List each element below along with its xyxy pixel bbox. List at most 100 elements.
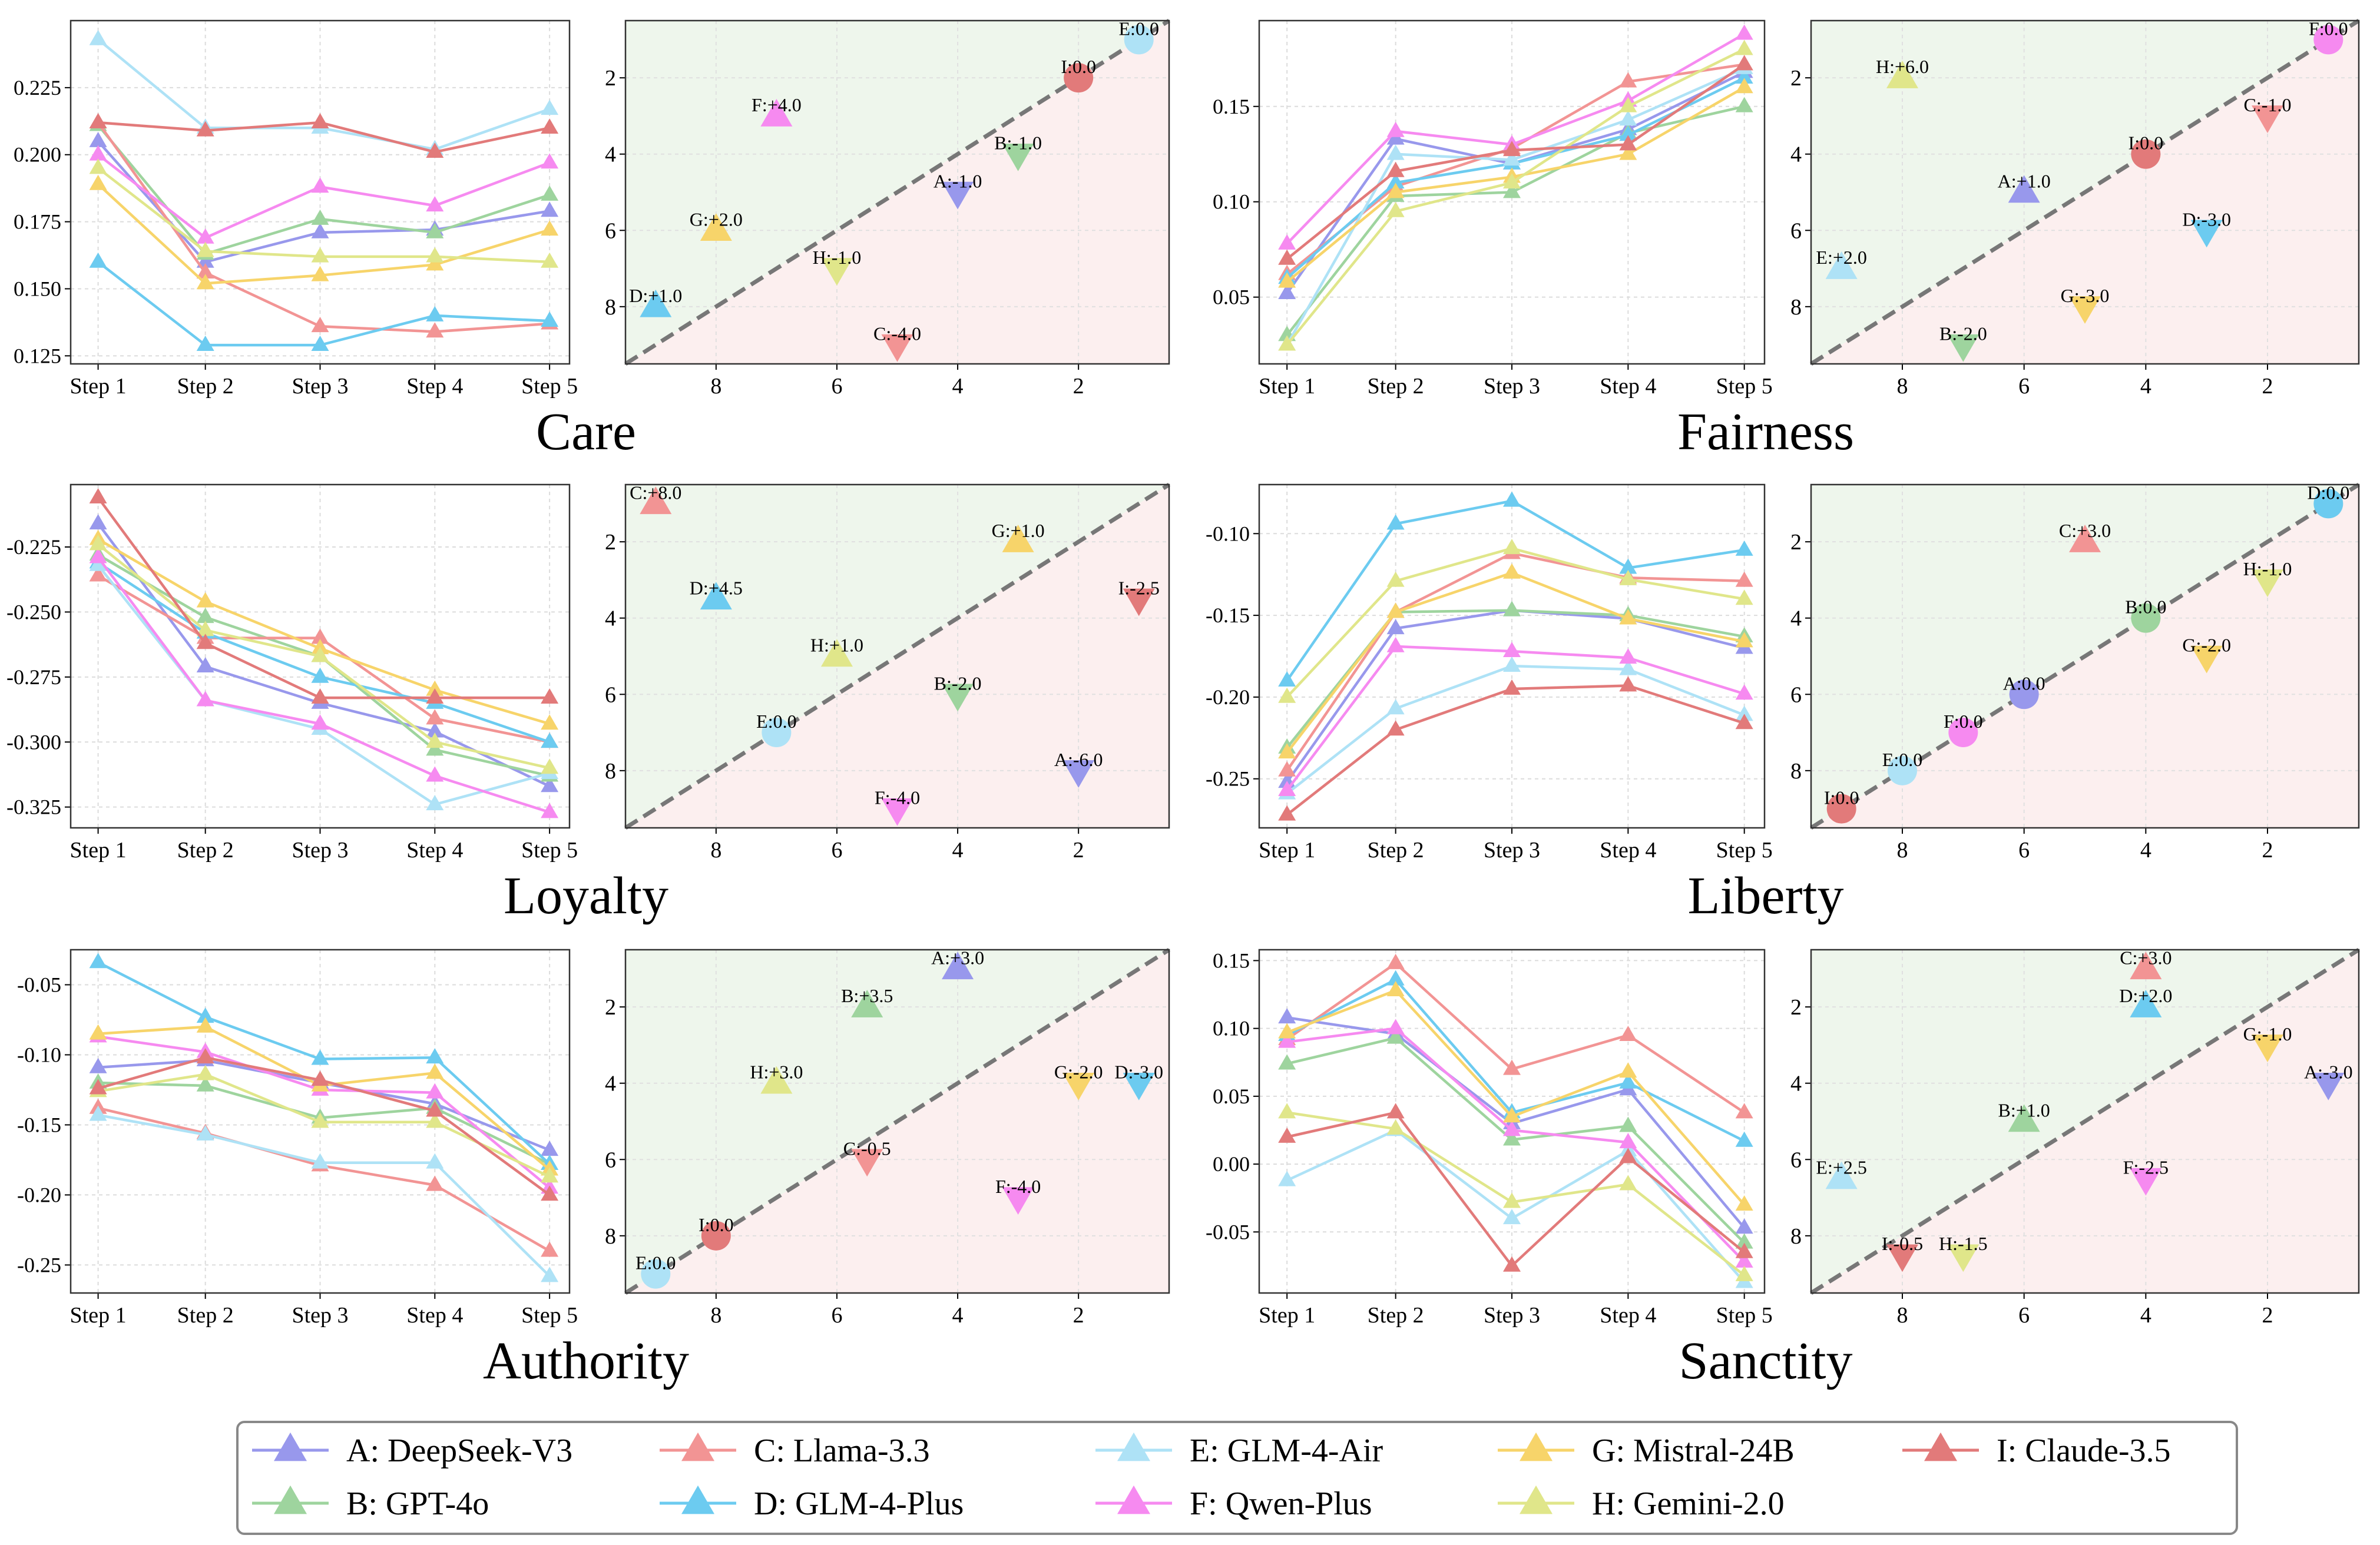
series-point-A xyxy=(89,1057,107,1073)
rank-point-label: H:-1.0 xyxy=(2243,558,2292,579)
x-tick-label: Step 4 xyxy=(1600,1303,1656,1328)
rank-point-H xyxy=(820,639,853,667)
panel-title: Fairness xyxy=(1677,403,1854,461)
legend-entry-I: I: Claude-3.5 xyxy=(1902,1432,2170,1469)
series-point-I xyxy=(426,1101,444,1117)
x-tick-label: 2 xyxy=(2262,374,2273,399)
y-tick-label: 0.10 xyxy=(1213,190,1250,214)
series-point-F xyxy=(1503,1120,1521,1136)
series-point-G xyxy=(1278,272,1296,288)
series-point-A xyxy=(426,722,444,738)
legend-frame xyxy=(236,1421,2238,1535)
rank-point-label: D:0.0 xyxy=(2307,482,2349,503)
rank-point-E xyxy=(641,1259,671,1289)
series-point-H xyxy=(1386,571,1405,587)
series-point-C xyxy=(196,263,214,279)
series-point-F xyxy=(1735,1252,1753,1268)
series-point-F xyxy=(1619,648,1637,664)
series-point-B xyxy=(1503,1130,1521,1146)
legend-marker xyxy=(1520,1485,1553,1514)
rank-point-C xyxy=(2069,525,2101,552)
panel-title: Care xyxy=(536,403,636,461)
series-point-I xyxy=(311,688,329,704)
series-point-G xyxy=(426,255,444,271)
rank-point-label: B:0.0 xyxy=(2125,596,2166,618)
rank-point-D xyxy=(2130,990,2162,1017)
series-point-D xyxy=(541,732,559,748)
series-point-G xyxy=(1278,1023,1296,1039)
legend-entry-G: G: Mistral-24B xyxy=(1498,1432,1795,1469)
rank-point-I xyxy=(1826,794,1856,824)
legend-marker xyxy=(1117,1485,1150,1514)
series-point-D xyxy=(89,953,107,969)
x-tick-label: Step 2 xyxy=(177,838,234,863)
y-tick-label: 0.150 xyxy=(14,277,61,300)
rank-point-label: A:-3.0 xyxy=(2304,1062,2353,1083)
y-tick-label: 4 xyxy=(605,142,616,167)
series-point-C xyxy=(1619,72,1637,88)
series-point-I xyxy=(1619,135,1637,151)
series-point-A xyxy=(541,777,559,793)
series-point-C xyxy=(1735,571,1753,587)
series-point-H xyxy=(541,758,559,774)
y-tick-label: 6 xyxy=(1790,218,1802,243)
rank-chart: 8 6 4 2 2 4 6 8 A:-3.0 B:+1.0 C:+3.0 D:+2.0 E:+2.5 F:… xyxy=(1790,947,2360,1328)
series-point-C xyxy=(311,628,329,644)
y-tick-label: 8 xyxy=(1790,1224,1802,1249)
series-point-I xyxy=(1503,141,1521,157)
series-point-I xyxy=(1278,805,1296,821)
series-point-F xyxy=(426,766,444,782)
rank-point-label: E:+2.5 xyxy=(1816,1157,1866,1178)
legend-marker xyxy=(1924,1432,1957,1461)
rank-point-I xyxy=(2131,139,2161,169)
series-point-H xyxy=(541,252,559,268)
y-tick-label: 0.225 xyxy=(14,76,61,100)
x-tick-label: Step 1 xyxy=(1259,838,1315,863)
rank-point-label: F:-4.0 xyxy=(995,1176,1041,1197)
series-point-A xyxy=(1278,284,1296,300)
line-chart: -0.325 -0.300 -0.275 -0.250 -0.225 Step 1 Step… xyxy=(6,483,578,863)
series-point-G xyxy=(1278,743,1296,759)
plot-frame xyxy=(624,949,1170,1294)
series-point-D xyxy=(1619,1073,1637,1089)
plot-frame xyxy=(69,949,571,1294)
series-point-F xyxy=(426,1083,444,1099)
line-chart: 0.05 0.10 0.15 Step 1 Step 2 Step 3 Step 4 Step… xyxy=(1213,19,1773,399)
series-point-C xyxy=(1619,1026,1637,1042)
series-point-C xyxy=(426,1175,444,1191)
series-point-B xyxy=(1503,601,1521,616)
x-tick-label: 6 xyxy=(831,374,842,399)
x-tick-label: 8 xyxy=(710,838,721,863)
y-tick-label: 4 xyxy=(1790,606,1802,631)
series-point-H xyxy=(1619,97,1637,112)
x-tick-label: Step 1 xyxy=(70,374,127,399)
rank-point-H xyxy=(1886,61,1918,88)
x-tick-label: 2 xyxy=(2262,1303,2273,1328)
rank-point-H xyxy=(760,1066,793,1094)
series-point-D xyxy=(1735,68,1753,84)
rank-point-label: G:-2.0 xyxy=(2182,635,2231,656)
series-point-A xyxy=(1735,1218,1753,1234)
panel-title: Sanctity xyxy=(1679,1332,1853,1390)
x-tick-label: 4 xyxy=(952,374,964,399)
x-tick-label: 6 xyxy=(2018,1303,2030,1328)
x-tick-label: Step 5 xyxy=(1716,374,1773,399)
x-tick-label: Step 4 xyxy=(1600,374,1656,399)
plot-frame xyxy=(69,19,571,365)
rank-point-A xyxy=(2009,679,2039,709)
rank-point-label: F:-2.5 xyxy=(2123,1157,2169,1178)
series-point-F xyxy=(1386,1019,1405,1035)
x-tick-label: 6 xyxy=(2018,838,2030,863)
series-point-E xyxy=(1619,659,1637,675)
panel-loyalty: -0.325 -0.300 -0.275 -0.250 -0.225 Step 1 Step… xyxy=(6,482,1170,925)
x-tick-label: 4 xyxy=(2140,1303,2151,1328)
rank-point-label: D:+4.5 xyxy=(690,577,743,598)
series-point-I xyxy=(89,1079,107,1095)
rank-point-G xyxy=(700,213,732,241)
series-point-G xyxy=(1386,981,1405,997)
panel-authority: -0.25 -0.20 -0.15 -0.10 -0.05 Step 1 Step 2 Ste… xyxy=(17,947,1170,1390)
legend-label: A: DeepSeek-V3 xyxy=(346,1433,572,1469)
series-point-G xyxy=(1619,609,1637,625)
x-tick-label: Step 2 xyxy=(1368,374,1424,399)
